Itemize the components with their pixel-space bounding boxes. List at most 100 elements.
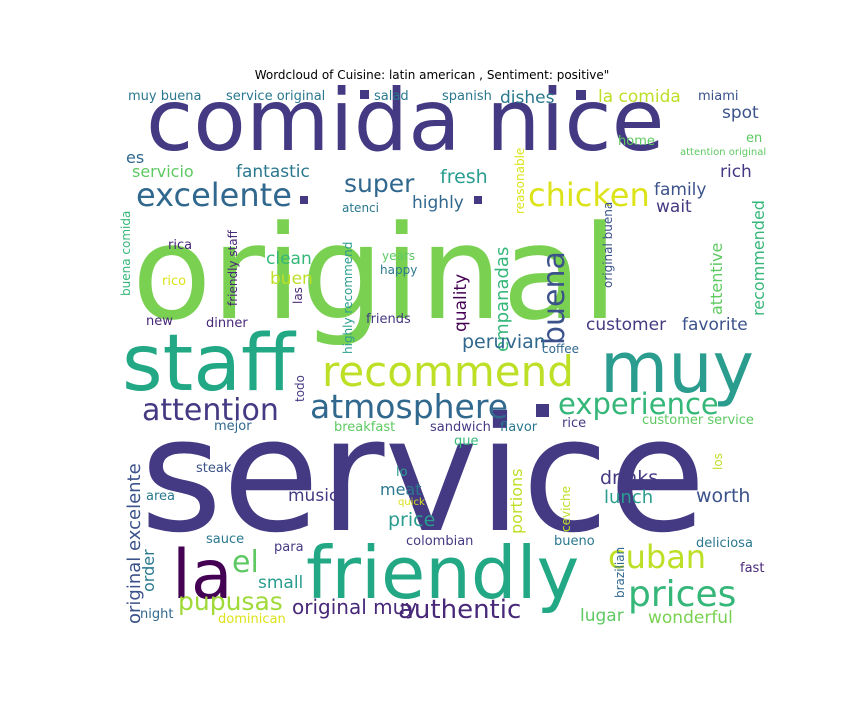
word-meat: meat	[380, 480, 422, 499]
word-lo: lo	[396, 465, 408, 480]
word-family: family	[654, 180, 706, 200]
word-music: music	[288, 486, 338, 506]
word-bueno: bueno	[554, 534, 595, 549]
word-empanadas: empanadas	[492, 247, 513, 352]
word-area: area	[146, 489, 175, 504]
word-que: que	[454, 434, 479, 449]
word-dominican: dominican	[218, 612, 286, 627]
word-original-muy: original muy	[292, 595, 417, 619]
word-favorite: favorite	[682, 315, 748, 335]
word-fragment-1	[360, 90, 369, 99]
word-rico: rico	[162, 274, 186, 289]
word-small: small	[258, 573, 303, 593]
word-service: service	[140, 384, 706, 568]
word-years: years	[382, 249, 415, 263]
word-customer: customer	[586, 315, 666, 335]
word-original-buena: original buena	[601, 202, 615, 288]
word-muy-buena: muy buena	[128, 89, 201, 104]
word-comida: comida	[146, 71, 461, 171]
word-peruvian: peruvian	[462, 331, 546, 353]
word-mejor: mejor	[214, 419, 252, 434]
word-spot: spot	[722, 103, 759, 123]
word-sandwich: sandwich	[430, 420, 491, 435]
word-attention: attention	[142, 393, 279, 428]
word-worth: worth	[696, 485, 750, 507]
word-rica: rica	[168, 238, 192, 253]
word-home: home	[618, 134, 655, 149]
word-recommend: recommend	[322, 347, 574, 396]
word-es: es	[126, 148, 144, 167]
word-rich: rich	[720, 162, 752, 182]
word-quick: quick	[398, 497, 425, 508]
word-fragment-4	[300, 196, 308, 204]
word-buena: buena	[537, 251, 572, 345]
word-la-comida: la comida	[598, 87, 681, 107]
word-para: para	[274, 540, 304, 555]
word-buena-comida: buena comida	[119, 211, 133, 296]
word-portions: portions	[507, 468, 526, 534]
word-friendly-staff: friendly staff	[226, 229, 240, 306]
word-friends: friends	[366, 312, 411, 327]
word-las: las	[291, 287, 305, 304]
word-miami: miami	[698, 89, 739, 104]
word-ceviche: ceviche	[559, 486, 573, 532]
word-excelente: excelente	[136, 176, 292, 214]
word-order: order	[139, 549, 158, 592]
word-clean: clean	[266, 249, 312, 269]
word-quality: quality	[451, 274, 471, 332]
word-reasonable: reasonable	[513, 148, 527, 214]
word-chicken: chicken	[528, 176, 650, 214]
word-experience: experience	[558, 387, 719, 421]
word-original: original	[132, 197, 618, 349]
word-night: night	[140, 607, 173, 622]
word-happy: happy	[380, 263, 417, 277]
word-nice: nice	[486, 71, 665, 171]
word-new: new	[146, 314, 173, 329]
word-lugar: lugar	[580, 606, 624, 626]
word-steak: steak	[196, 461, 232, 476]
word-atmosphere: atmosphere	[310, 387, 508, 426]
word-super: super	[344, 169, 415, 198]
word-highly-recommend: highly recommend	[341, 242, 355, 354]
word-recommended: recommended	[749, 200, 768, 316]
word-buen: buen	[270, 269, 313, 289]
word-deliciosa: deliciosa	[696, 536, 753, 551]
word-original-excelente: original excelente	[124, 463, 145, 624]
word-friendly: friendly	[306, 531, 579, 615]
word-price: price	[388, 509, 435, 531]
word-breakfast: breakfast	[334, 420, 395, 435]
word-staff: staff	[122, 319, 297, 409]
word-fragment-5	[474, 196, 482, 204]
word-fast: fast	[740, 561, 764, 576]
word-prices: prices	[628, 574, 736, 615]
word-lunch: lunch	[604, 487, 653, 508]
word-servicio: servicio	[132, 162, 194, 181]
word-coffee: coffee	[542, 342, 579, 356]
word-flavor: flavor	[500, 420, 538, 435]
word-fragment-2	[576, 90, 586, 100]
word-los: los	[711, 453, 725, 470]
word-rice: rice	[562, 416, 586, 431]
word-attention-original: attention original	[680, 147, 766, 158]
word-wait: wait	[656, 197, 692, 217]
word-pupusas: pupusas	[178, 587, 283, 616]
word-wonderful: wonderful	[648, 608, 733, 628]
word-brazilian: brazilian	[613, 547, 627, 598]
word-atenci: atenci	[342, 201, 379, 215]
word-drinks: drinks	[600, 467, 658, 489]
word-todo: todo	[293, 375, 307, 402]
word-colombian: colombian	[406, 534, 473, 549]
word-en: en	[746, 131, 762, 146]
word-dinner: dinner	[206, 316, 248, 331]
word-fragment-3	[536, 404, 549, 417]
word-cuban: cuban	[608, 538, 706, 576]
word-attentive: attentive	[707, 243, 726, 315]
word-fresh: fresh	[440, 166, 488, 188]
word-la: la	[172, 536, 233, 615]
word-spanish: spanish	[442, 89, 492, 104]
word-dishes: dishes	[500, 88, 555, 108]
word-customer-service: customer service	[642, 413, 754, 428]
chart-title: Wordcloud of Cuisine: latin american , S…	[254, 68, 610, 82]
